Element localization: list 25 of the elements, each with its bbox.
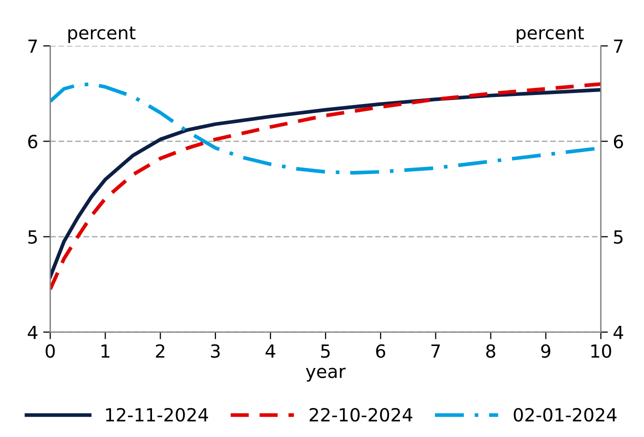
x-tick-label: 5 xyxy=(321,344,330,358)
x-tick-label: 9 xyxy=(541,344,550,358)
x-tick-label: 0 xyxy=(46,344,55,358)
legend-label: 02-01-2024 xyxy=(514,408,617,422)
x-tick-label: 3 xyxy=(211,344,220,358)
y2-tick-label: 6 xyxy=(614,134,624,148)
y2-axis-title: percent xyxy=(516,26,584,44)
y2-tick-label: 7 xyxy=(614,40,623,53)
x-axis-title: year xyxy=(306,368,346,382)
x-tick-label: 7 xyxy=(431,344,440,358)
x-tick-label: 4 xyxy=(266,344,276,358)
x-tick-label: 1 xyxy=(102,344,110,358)
y2-tick-label: 4 xyxy=(614,326,624,339)
y2-tick-label: 5 xyxy=(614,230,623,244)
y-axis-title: percent xyxy=(68,26,136,44)
x-tick-label: 2 xyxy=(156,344,164,358)
y-tick-label: 7 xyxy=(28,40,37,53)
legend-label: 12-11-2024 xyxy=(106,408,208,422)
y-tick-label: 4 xyxy=(28,326,38,339)
x-tick-label: 8 xyxy=(486,344,496,358)
legend-label: 22-10-2024 xyxy=(310,408,412,422)
x-tick-label: 10 xyxy=(591,344,612,358)
y-tick-label: 6 xyxy=(28,134,38,148)
y-tick-label: 5 xyxy=(28,230,37,244)
x-tick-label: 6 xyxy=(376,344,386,358)
